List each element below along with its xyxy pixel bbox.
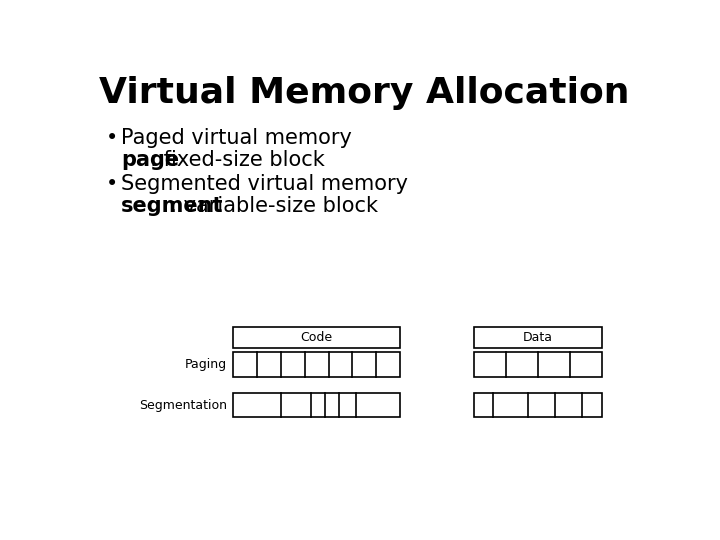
- Bar: [474, 352, 601, 377]
- Text: : variable-size block: : variable-size block: [170, 195, 378, 215]
- Text: •: •: [106, 174, 118, 194]
- Text: Segmentation: Segmentation: [139, 399, 228, 411]
- Text: Virtual Memory Allocation: Virtual Memory Allocation: [99, 76, 630, 110]
- Text: Paging: Paging: [185, 358, 228, 371]
- Text: •: •: [106, 128, 118, 148]
- Text: segment: segment: [121, 195, 223, 215]
- Bar: [233, 352, 400, 377]
- Bar: [474, 393, 601, 417]
- Text: Data: Data: [523, 331, 552, 344]
- Bar: [233, 327, 400, 348]
- Text: : fixed-size block: : fixed-size block: [150, 150, 325, 170]
- Bar: [474, 327, 601, 348]
- Text: Paged virtual memory: Paged virtual memory: [121, 128, 352, 148]
- Text: Code: Code: [301, 331, 333, 344]
- Text: Segmented virtual memory: Segmented virtual memory: [121, 174, 408, 194]
- Text: page: page: [121, 150, 179, 170]
- Bar: [233, 393, 400, 417]
